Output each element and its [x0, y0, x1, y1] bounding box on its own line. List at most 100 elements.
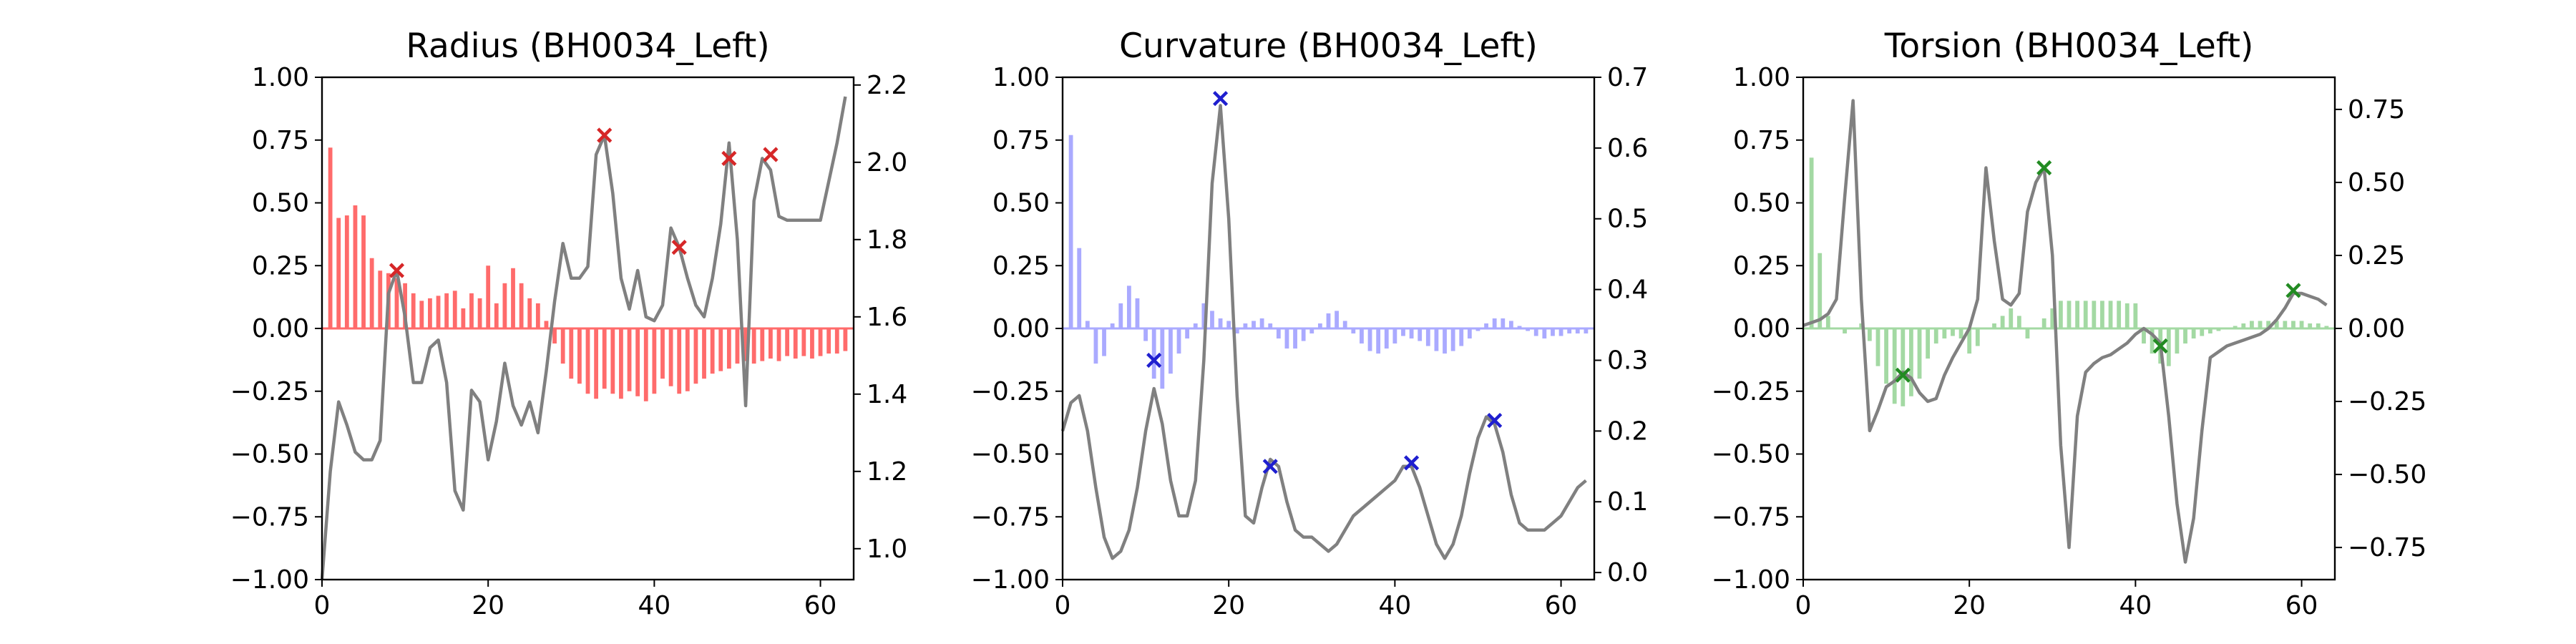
bar — [1077, 248, 1082, 328]
bar — [760, 328, 765, 361]
x-tick-label: 20 — [472, 591, 504, 620]
bar — [1450, 328, 1455, 351]
bar — [1917, 328, 1922, 379]
y-tick-label: −0.25 — [1712, 377, 1790, 406]
bar — [1867, 328, 1872, 341]
bar — [1317, 323, 1322, 328]
bar — [344, 215, 349, 328]
bar — [793, 328, 798, 359]
y-tick-label: −0.50 — [230, 440, 309, 469]
bar — [1459, 328, 1464, 346]
bar — [419, 301, 424, 328]
bar — [1892, 328, 1897, 404]
bar — [1126, 286, 1131, 328]
x-tick-label: 40 — [2119, 591, 2152, 620]
bar — [1492, 318, 1497, 328]
x-tick-label: 20 — [1953, 591, 1986, 620]
bar — [1558, 328, 1563, 336]
y2-tick-label: 2.2 — [867, 71, 907, 100]
bar — [1809, 157, 1814, 328]
bar — [469, 293, 474, 328]
bar — [1301, 328, 1306, 341]
bar — [2166, 328, 2171, 366]
bar — [336, 218, 341, 328]
bar — [1367, 328, 1372, 351]
peak-marker — [1212, 91, 1229, 107]
bar — [1875, 328, 1880, 366]
bar — [1818, 253, 1823, 328]
peak-marker — [2036, 160, 2052, 176]
bar — [2200, 328, 2205, 336]
bar — [751, 328, 756, 364]
bar — [2274, 321, 2279, 328]
bar — [369, 258, 374, 328]
bar — [2216, 328, 2221, 331]
bar — [769, 328, 773, 359]
bar — [403, 283, 407, 328]
bar — [511, 268, 515, 328]
bar — [328, 147, 333, 328]
bar — [2233, 326, 2238, 328]
y2-tick-label: 0.75 — [2348, 95, 2405, 125]
bar — [668, 328, 673, 386]
bar — [527, 298, 532, 328]
bar — [619, 328, 623, 399]
x-tick-label: 0 — [1055, 591, 1071, 620]
bar — [1284, 328, 1289, 349]
bar — [702, 328, 706, 379]
peak-marker — [597, 127, 613, 143]
y-tick-label: 0.25 — [252, 251, 309, 280]
bar — [486, 265, 491, 328]
bar — [1884, 328, 1888, 384]
bar — [577, 328, 582, 384]
bar — [1467, 328, 1472, 339]
bar — [2291, 321, 2296, 328]
bar — [677, 328, 682, 394]
bar — [2075, 301, 2080, 328]
bar — [552, 328, 557, 344]
bar — [1093, 328, 1098, 364]
bar — [452, 291, 457, 328]
bar — [1293, 328, 1297, 349]
bar — [1376, 328, 1381, 354]
bar — [1335, 311, 1340, 328]
chart-title: Torsion (BH0034_Left) — [1884, 26, 2254, 66]
bar — [718, 328, 723, 371]
bar — [1135, 298, 1140, 328]
x-tick-label: 0 — [1795, 591, 1812, 620]
y2-tick-label: 1.4 — [867, 380, 907, 409]
bar — [627, 328, 632, 391]
bar — [1575, 328, 1580, 334]
bar — [1160, 328, 1165, 389]
bar — [2150, 328, 2155, 354]
y-tick-label: −1.00 — [971, 565, 1050, 595]
bar — [1268, 323, 1273, 328]
bar — [1110, 323, 1115, 328]
bar — [2308, 323, 2313, 328]
bar — [428, 298, 432, 328]
bar — [1517, 326, 1522, 328]
bar — [1901, 328, 1906, 406]
x-tick-label: 0 — [314, 591, 331, 620]
plot-area — [1802, 99, 2335, 564]
bar — [735, 328, 740, 364]
bar — [2250, 321, 2254, 328]
y-tick-label: −0.25 — [230, 377, 309, 406]
bar — [1909, 328, 1913, 396]
bar — [1185, 328, 1190, 339]
bar — [1151, 328, 1156, 379]
bar — [2025, 328, 2030, 339]
bar — [436, 296, 441, 328]
series-line — [1802, 99, 2328, 564]
y-tick-label: 1.00 — [992, 63, 1050, 92]
bar — [1584, 328, 1589, 334]
y-tick-label: 0.75 — [252, 126, 309, 155]
bar — [1243, 323, 1248, 328]
bar — [1201, 303, 1206, 328]
bar — [2299, 321, 2304, 328]
bar — [1958, 328, 1963, 339]
plot-area — [1060, 91, 1594, 560]
x-tick-label: 40 — [1378, 591, 1411, 620]
bar — [569, 328, 574, 379]
bar — [743, 328, 748, 361]
